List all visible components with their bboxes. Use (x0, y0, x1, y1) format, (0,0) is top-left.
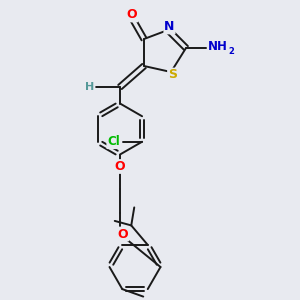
Text: N: N (164, 20, 175, 34)
Text: 2: 2 (229, 46, 235, 56)
Text: S: S (168, 68, 177, 82)
Text: Cl: Cl (107, 135, 120, 148)
Text: NH: NH (208, 40, 227, 53)
Text: H: H (85, 82, 94, 92)
Text: O: O (118, 227, 128, 241)
Text: O: O (115, 160, 125, 173)
Text: O: O (127, 8, 137, 22)
